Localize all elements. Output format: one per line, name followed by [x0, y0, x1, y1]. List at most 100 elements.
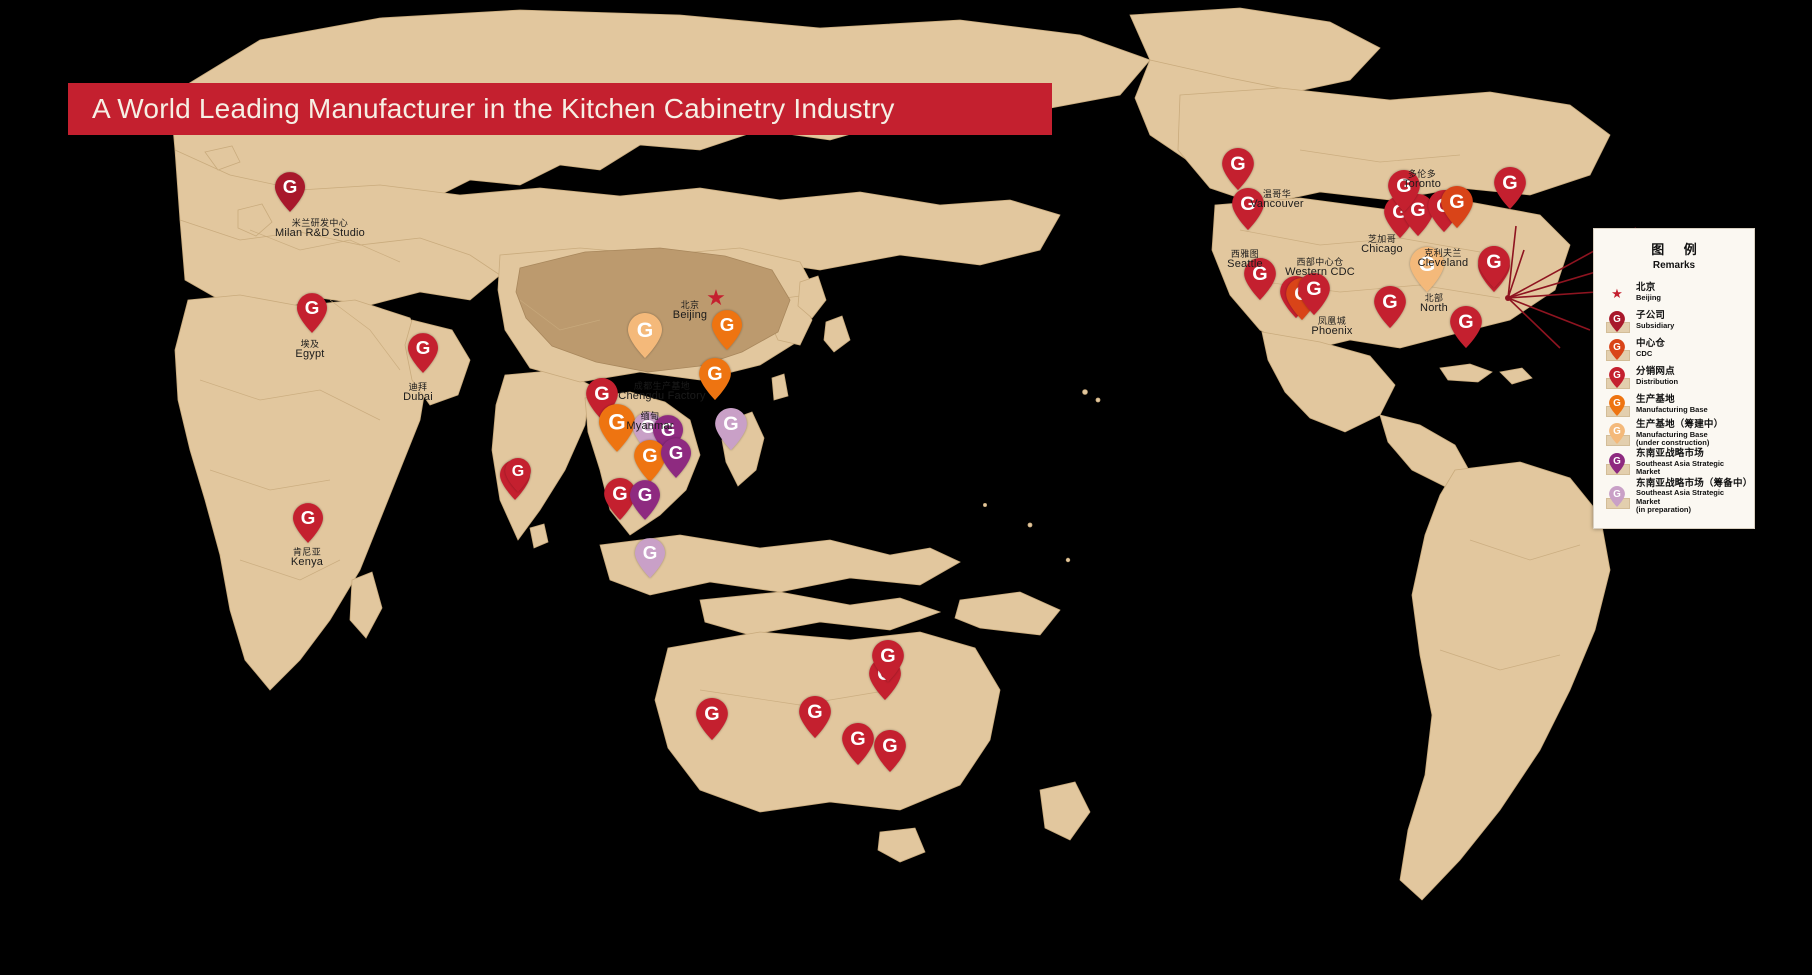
legend-item-cn: 生产基地（筹建中） — [1636, 419, 1724, 430]
marker-westcdc-b[interactable]: G — [1298, 273, 1330, 315]
svg-text:G: G — [612, 483, 627, 505]
legend-item-text: 子公司 Subsidiary — [1630, 311, 1674, 330]
marker-indonesia[interactable]: G — [635, 538, 665, 578]
legend-item-text: 中心仓 CDC — [1630, 339, 1665, 358]
legend-item-en: Beijing — [1636, 293, 1662, 303]
marker-egypt[interactable]: G — [297, 293, 327, 333]
legend-item-southeast-asia-strategic-market[interactable]: G 东南亚战略市场（筹备中） Southeast Asia Strategic Ma… — [1594, 478, 1754, 516]
legend-item-text: 生产基地 Manufacturing Base — [1630, 395, 1708, 414]
svg-text:G: G — [1252, 263, 1267, 285]
marker-thailand[interactable]: G — [599, 404, 635, 452]
marker-north[interactable]: G — [1410, 247, 1444, 292]
svg-text:G: G — [1613, 370, 1621, 381]
legend-item-en: Southeast Asia Strategic Market — [1636, 488, 1725, 506]
legend-item-en: Manufacturing Base — [1636, 405, 1708, 415]
marker-brisbane[interactable]: G — [872, 640, 904, 682]
svg-text:G: G — [661, 419, 676, 440]
svg-text:G: G — [638, 484, 653, 505]
marker-malaysia[interactable]: G — [604, 478, 636, 520]
svg-text:G: G — [416, 337, 431, 358]
legend-item-cdc[interactable]: G 中心仓 CDC — [1594, 335, 1754, 363]
svg-text:G: G — [720, 314, 735, 335]
svg-text:G: G — [1613, 314, 1621, 325]
pin-g-icon: G — [1604, 308, 1630, 334]
legend-item-en2: (under construction) — [1636, 438, 1710, 448]
svg-text:G: G — [707, 363, 722, 385]
svg-text:G: G — [283, 176, 298, 197]
marker-adelaide[interactable]: G — [799, 696, 831, 738]
legend-item-en: CDC — [1636, 349, 1653, 359]
svg-text:G: G — [1240, 193, 1255, 215]
pin-g-icon: G — [1604, 484, 1630, 510]
marker-florida[interactable]: G — [1450, 306, 1482, 348]
marker-cambodia[interactable]: G — [634, 440, 666, 482]
marker-sanfran[interactable]: G — [1244, 258, 1276, 300]
pin-g-icon: G — [1604, 450, 1630, 476]
marker-newyork[interactable]: G — [1478, 246, 1510, 288]
marker-beijing-area[interactable]: G — [712, 310, 742, 350]
marker-milan[interactable]: G — [275, 172, 305, 212]
pin-g-icon: G — [1604, 421, 1630, 447]
legend-item-distribution[interactable]: G 分销网点 Distribution — [1594, 363, 1754, 391]
legend-item-en: Manufacturing Base — [1636, 429, 1708, 439]
marker-vancouver[interactable]: G — [1222, 148, 1254, 190]
marker-tasmania[interactable]: G — [874, 730, 906, 772]
legend-item-cn: 子公司 — [1636, 310, 1666, 322]
marker-east-a[interactable]: G — [1494, 167, 1526, 209]
svg-text:G: G — [305, 297, 320, 318]
marker-india-south[interactable]: G — [505, 458, 531, 492]
svg-text:G: G — [704, 703, 719, 725]
legend-panel: 图 例 Remarks ★ 北京 Beijing G 子公司 Subsidiary G 中心仓… — [1593, 228, 1755, 529]
svg-text:G: G — [641, 416, 656, 437]
legend-heading-en: Remarks — [1652, 260, 1696, 271]
svg-text:G: G — [1458, 311, 1473, 333]
svg-text:G: G — [1382, 291, 1397, 313]
legend-heading-cn: 图 例 — [1651, 242, 1705, 257]
legend-item-cn: 分销网点 — [1636, 366, 1675, 378]
legend-item-text: 北京 Beijing — [1630, 283, 1661, 302]
legend-item-manufacturing-base[interactable]: G 生产基地 Manufacturing Base — [1594, 391, 1754, 419]
marker-singapore[interactable]: G — [630, 480, 660, 520]
marker-texas[interactable]: G — [1374, 286, 1406, 328]
legend-item-text: 东南亚战略市场（筹备中） Southeast Asia Strategic Mar… — [1630, 477, 1753, 515]
marker-guangdong[interactable]: G — [699, 358, 731, 400]
marker-chicago-c[interactable]: G — [1388, 170, 1420, 212]
legend-item-en2: (in preparation) — [1636, 505, 1692, 515]
title-banner: A World Leading Manufacturer in the Kitc… — [68, 83, 1052, 135]
svg-text:G: G — [512, 462, 524, 480]
legend-item-manufacturing-base[interactable]: G 生产基地（筹建中） Manufacturing Base (under const… — [1594, 419, 1754, 448]
marker-chengdu[interactable]: G — [628, 313, 662, 358]
svg-text:G: G — [1419, 253, 1436, 276]
svg-text:G: G — [1306, 278, 1321, 300]
legend-item-en: Subsidiary — [1636, 321, 1675, 331]
legend-item-cn: 东南亚战略市场 — [1636, 448, 1704, 460]
legend-item-subsidiary[interactable]: G 子公司 Subsidiary — [1594, 307, 1754, 335]
marker-philippines[interactable]: G — [715, 408, 747, 450]
marker-dubai[interactable]: G — [408, 333, 438, 373]
star-icon: ★ — [1611, 285, 1623, 301]
marker-vietnam-s[interactable]: G — [661, 438, 691, 478]
marker-kenya[interactable]: G — [293, 503, 323, 543]
pin-g-icon: G — [1604, 364, 1630, 390]
svg-text:G: G — [1613, 456, 1621, 467]
legend-item-text: 东南亚战略市场 Southeast Asia Strategic Market — [1630, 449, 1748, 476]
marker-perth[interactable]: G — [696, 698, 728, 740]
legend-item-southeast-asia-strategic-market[interactable]: G 东南亚战略市场 Southeast Asia Strategic Market — [1594, 448, 1754, 477]
svg-text:G: G — [643, 542, 658, 563]
svg-text:G: G — [723, 413, 738, 435]
svg-text:G: G — [669, 442, 684, 463]
svg-text:G: G — [1410, 199, 1425, 221]
legend-rows: ★ 北京 Beijing G 子公司 Subsidiary G 中心仓 CDC G 分销网点 Dist… — [1594, 279, 1754, 516]
svg-text:G: G — [642, 445, 657, 467]
pin-g-icon: G — [1604, 392, 1630, 418]
marker-seattle[interactable]: G — [1232, 188, 1264, 230]
svg-text:G: G — [882, 735, 897, 757]
marker-cleveland-b[interactable]: G — [1441, 186, 1473, 228]
legend-item-beijing[interactable]: ★ 北京 Beijing — [1594, 279, 1754, 307]
legend-item-cn: 东南亚战略市场（筹备中） — [1636, 477, 1753, 489]
svg-text:G: G — [1613, 342, 1621, 353]
svg-text:G: G — [807, 701, 822, 723]
legend-item-text: 分销网点 Distribution — [1630, 367, 1678, 386]
marker-melbourne[interactable]: G — [842, 723, 874, 765]
